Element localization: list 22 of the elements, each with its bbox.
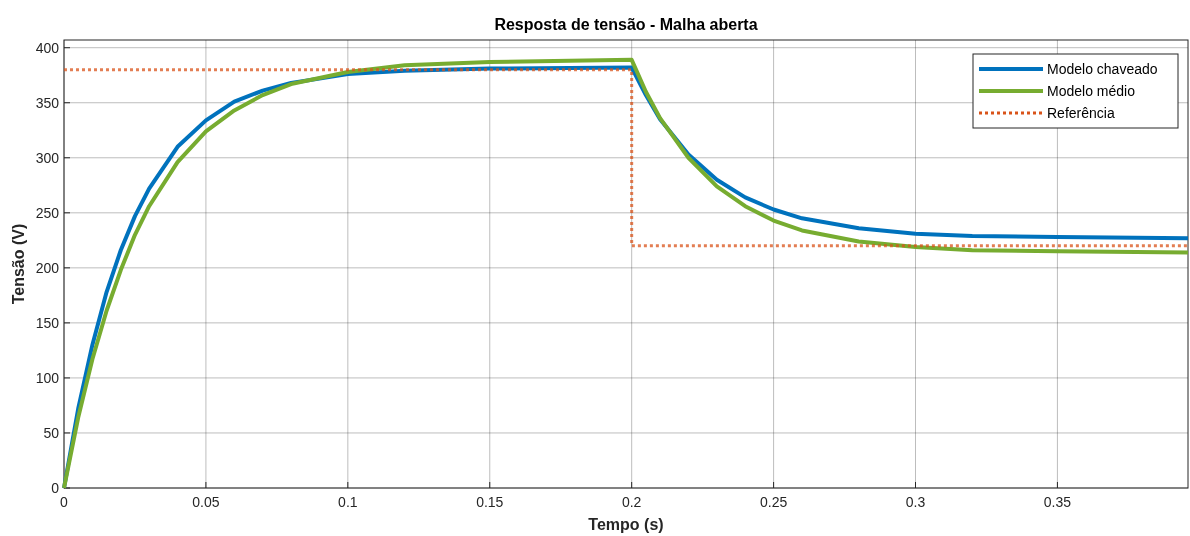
- x-tick-label: 0.2: [621, 494, 642, 510]
- x-axis-title: Tempo (s): [588, 516, 664, 533]
- legend-label: Referência: [1047, 105, 1115, 121]
- y-tick-label: 350: [35, 94, 60, 111]
- y-tick-label: 50: [43, 424, 60, 441]
- x-tick-label: 0.1: [338, 494, 358, 510]
- y-tick-label: 0: [51, 480, 60, 496]
- y-tick-label: 400: [35, 39, 60, 56]
- y-tick-label: 300: [35, 149, 60, 166]
- x-tick-label: 0.15: [476, 494, 504, 510]
- y-tick-label: 150: [35, 314, 60, 331]
- x-tick-label: 0.35: [1043, 494, 1072, 510]
- chart-title: Resposta de tensão - Malha aberta: [494, 16, 758, 33]
- legend-label: Modelo chaveado: [1047, 61, 1158, 77]
- y-tick-label: 100: [35, 369, 60, 386]
- x-tick-label: 0.3: [905, 494, 926, 510]
- legend-label: Modelo médio: [1047, 83, 1136, 99]
- y-tick-label: 200: [35, 259, 60, 276]
- x-tick-label: 0.05: [192, 494, 220, 510]
- y-axis-title: Tensão (V): [10, 223, 27, 305]
- y-tick-label: 250: [35, 204, 60, 221]
- x-tick-label: 0.25: [759, 494, 788, 510]
